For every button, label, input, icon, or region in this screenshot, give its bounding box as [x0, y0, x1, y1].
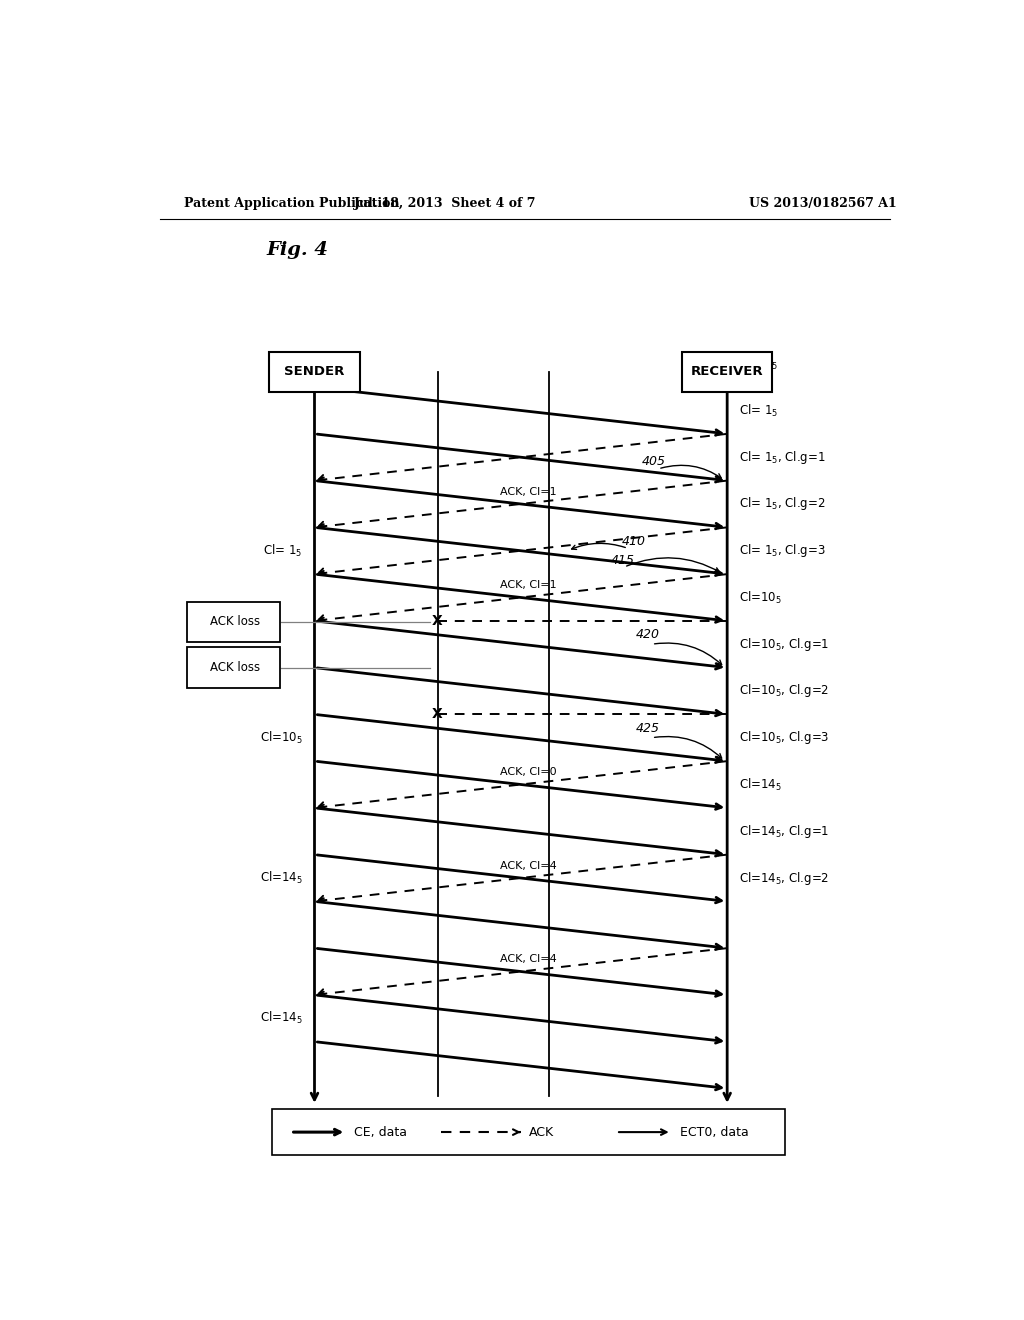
FancyBboxPatch shape	[272, 1109, 785, 1155]
Text: ECT0, data: ECT0, data	[680, 1126, 749, 1139]
Text: 420: 420	[636, 628, 659, 642]
Text: Cl=14$_{5}$, Cl.g=1: Cl=14$_{5}$, Cl.g=1	[739, 822, 829, 840]
Text: CE, data: CE, data	[354, 1126, 408, 1139]
Text: 425: 425	[636, 722, 659, 735]
FancyBboxPatch shape	[269, 352, 359, 392]
Text: Cl=14$_{5}$: Cl=14$_{5}$	[260, 1010, 303, 1027]
Text: Cl= 1$_{5}$, Cl.g=3: Cl= 1$_{5}$, Cl.g=3	[739, 543, 825, 560]
Text: Cl= 1$_{5}$, Cl.g=1: Cl= 1$_{5}$, Cl.g=1	[739, 449, 825, 466]
FancyBboxPatch shape	[186, 647, 281, 688]
Text: 405: 405	[642, 455, 667, 469]
Text: 415: 415	[610, 553, 635, 566]
Text: Cl=10$_{5}$: Cl=10$_{5}$	[260, 730, 303, 746]
Text: Cl= 1$_{5}$: Cl= 1$_{5}$	[263, 543, 303, 558]
Text: Cl=10$_{5}$, Cl.g=3: Cl=10$_{5}$, Cl.g=3	[739, 729, 829, 746]
Text: ACK, Cl=4: ACK, Cl=4	[501, 861, 557, 871]
Text: Cl=14$_{5}$: Cl=14$_{5}$	[739, 776, 782, 792]
Text: ACK, Cl=4: ACK, Cl=4	[501, 954, 557, 965]
Text: Cl=14$_{5}$: Cl=14$_{5}$	[260, 870, 303, 886]
Text: Cl=10$_{5}$: Cl=10$_{5}$	[739, 590, 782, 606]
FancyBboxPatch shape	[682, 352, 772, 392]
Text: Cl=10$_{5}$, Cl.g=1: Cl=10$_{5}$, Cl.g=1	[739, 636, 829, 652]
Text: ACK, Cl=0: ACK, Cl=0	[501, 767, 557, 777]
Text: X: X	[432, 614, 442, 628]
Text: X: X	[432, 708, 442, 721]
Text: RECEIVER: RECEIVER	[691, 366, 764, 379]
Text: Cl=14$_{5}$, Cl.g=2: Cl=14$_{5}$, Cl.g=2	[739, 870, 829, 887]
Text: US 2013/0182567 A1: US 2013/0182567 A1	[749, 197, 896, 210]
Text: ACK, Cl=1: ACK, Cl=1	[501, 487, 557, 496]
Text: ACK loss: ACK loss	[210, 615, 260, 628]
Text: Cl= 1$_{5}$, Cl.g=2: Cl= 1$_{5}$, Cl.g=2	[739, 495, 825, 512]
Text: 410: 410	[622, 535, 645, 548]
Text: ACK, Cl=1: ACK, Cl=1	[501, 581, 557, 590]
Text: Cl= 1$_{5}$: Cl= 1$_{5}$	[739, 403, 778, 418]
Text: Fig. 4: Fig. 4	[267, 240, 329, 259]
Text: Cl= 0$_{5}$: Cl= 0$_{5}$	[739, 355, 778, 372]
Text: Jul. 18, 2013  Sheet 4 of 7: Jul. 18, 2013 Sheet 4 of 7	[354, 197, 537, 210]
Text: SENDER: SENDER	[285, 366, 345, 379]
FancyBboxPatch shape	[186, 602, 281, 643]
Text: ACK loss: ACK loss	[210, 661, 260, 675]
Text: ACK: ACK	[528, 1126, 554, 1139]
Text: Cl=10$_{5}$, Cl.g=2: Cl=10$_{5}$, Cl.g=2	[739, 682, 829, 700]
Text: Patent Application Publication: Patent Application Publication	[183, 197, 399, 210]
